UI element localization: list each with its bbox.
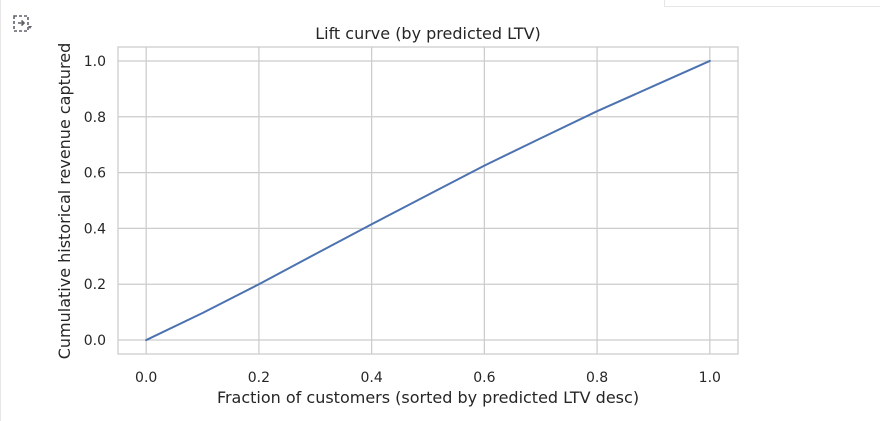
y-tick-label: 1.0 bbox=[84, 54, 106, 70]
y-tick-label: 0.8 bbox=[84, 110, 106, 126]
cell-top-border bbox=[664, 6, 880, 7]
x-tick-label: 0.4 bbox=[361, 370, 383, 386]
x-tick-labels: 0.0 0.2 0.4 0.6 0.8 1.0 bbox=[135, 370, 721, 386]
grid-lines bbox=[118, 47, 738, 354]
cell-left-border bbox=[0, 0, 1, 421]
x-tick-label: 0.6 bbox=[473, 370, 495, 386]
x-tick-label: 0.0 bbox=[135, 370, 157, 386]
y-tick-label: 0.6 bbox=[84, 166, 106, 182]
series-group bbox=[145, 59, 711, 342]
y-tick-label: 0.4 bbox=[84, 221, 106, 237]
y-tick-label: 0.0 bbox=[84, 333, 106, 349]
x-tick-label: 1.0 bbox=[699, 370, 721, 386]
plot-frame bbox=[117, 46, 739, 355]
x-tick-label: 0.8 bbox=[586, 370, 608, 386]
y-axis-label: Cumulative historical revenue captured bbox=[55, 43, 74, 360]
lift-curve-line bbox=[145, 59, 711, 342]
y-tick-label: 0.2 bbox=[84, 277, 106, 293]
x-tick-label: 0.2 bbox=[248, 370, 270, 386]
cell-divider bbox=[664, 0, 665, 6]
y-tick-labels: 0.0 0.2 0.4 0.6 0.8 1.0 bbox=[84, 54, 106, 349]
x-axis-label: Fraction of customers (sorted by predict… bbox=[217, 388, 639, 407]
chart-title: Lift curve (by predicted LTV) bbox=[315, 24, 541, 43]
output-toggle-icon[interactable] bbox=[12, 14, 34, 34]
